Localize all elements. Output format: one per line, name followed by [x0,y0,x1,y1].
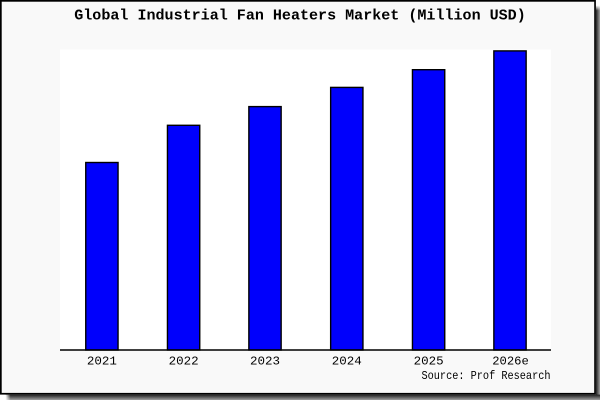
svg-text:2021: 2021 [87,355,117,369]
svg-text:2023: 2023 [250,355,280,369]
svg-text:Global Industrial Fan Heaters: Global Industrial Fan Heaters Market (Mi… [74,9,526,25]
svg-text:2025: 2025 [414,355,444,369]
svg-text:Source: Prof Research: Source: Prof Research [422,369,551,383]
svg-text:2026e: 2026e [492,355,529,369]
svg-text:2024: 2024 [332,355,362,369]
svg-text:2022: 2022 [169,355,199,369]
